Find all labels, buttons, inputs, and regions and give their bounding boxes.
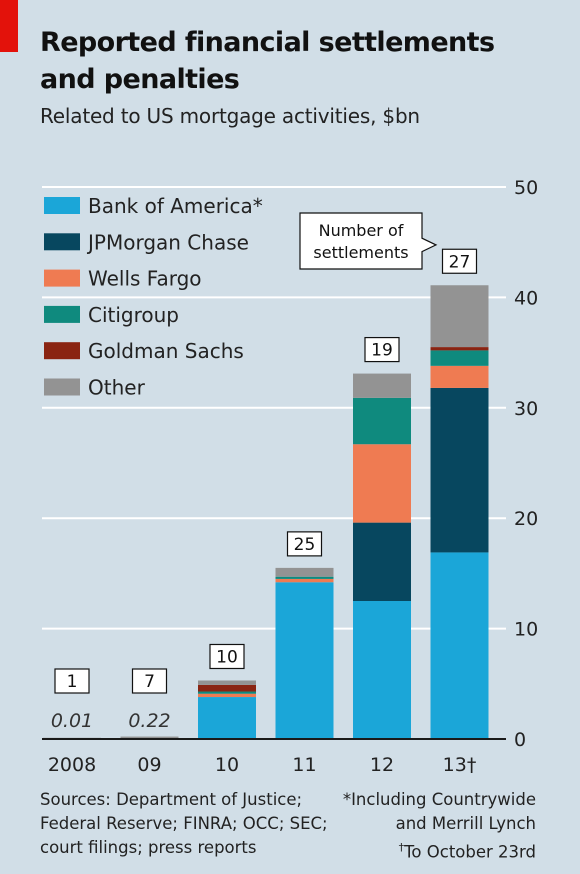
bar-segment xyxy=(275,567,334,577)
legend-swatch xyxy=(44,197,80,214)
bar-segment xyxy=(198,693,256,698)
callout-text: Number of xyxy=(319,221,404,240)
bar-segment xyxy=(430,350,489,366)
sources-line: court filings; press reports xyxy=(40,838,257,857)
bar-segment xyxy=(353,444,411,523)
x-tick-label: 09 xyxy=(137,754,161,776)
x-tick-label: 2008 xyxy=(48,754,96,776)
y-tick-label: 50 xyxy=(514,177,538,199)
settlement-count-label: 1 xyxy=(67,672,78,692)
legend-swatch xyxy=(44,233,80,251)
chart-title: Reported financial settlements and penal… xyxy=(40,24,560,98)
bar-segment xyxy=(353,522,411,601)
legend-swatch xyxy=(44,342,80,360)
sources-line: Federal Reserve; FINRA; OCC; SEC; xyxy=(40,814,328,833)
settlement-count-label: 7 xyxy=(144,672,155,692)
bar-segment xyxy=(275,576,334,579)
legend-swatch xyxy=(44,269,80,287)
chart-title-line-1: Reported financial settlements xyxy=(40,27,495,58)
legend-swatch xyxy=(44,378,80,396)
bar-segment xyxy=(275,582,334,739)
settlement-count-label: 25 xyxy=(294,535,316,555)
footnote-line: and Merrill Lynch xyxy=(395,814,536,833)
bar-segment xyxy=(353,373,411,398)
settlement-count-box xyxy=(131,668,168,694)
bar-segment xyxy=(275,578,334,583)
legend-label: Goldman Sachs xyxy=(88,339,244,363)
footnotes: *Including Countrywide and Merrill Lynch… xyxy=(343,788,536,865)
callout-text: settlements xyxy=(313,243,408,262)
x-tick-label: 12 xyxy=(370,754,394,776)
y-tick-label: 40 xyxy=(514,287,538,309)
settlement-count-box xyxy=(286,531,323,557)
x-tick-label: 13† xyxy=(443,754,477,776)
sources-note: Sources: Department of Justice; Federal … xyxy=(40,788,328,860)
y-tick-label: 20 xyxy=(514,508,538,530)
y-tick-label: 0 xyxy=(514,729,526,751)
y-tick-label: 10 xyxy=(514,619,538,641)
callout-box xyxy=(299,212,438,270)
bar-segment xyxy=(430,285,489,348)
y-tick-label: 30 xyxy=(514,398,538,420)
chart-title-line-2: and penalties xyxy=(40,64,240,95)
bar-segment xyxy=(353,601,411,739)
footnote-line: *Including Countrywide xyxy=(342,790,536,809)
legend-label: Wells Fargo xyxy=(88,267,202,291)
sources-line: Sources: Department of Justice; xyxy=(40,790,303,809)
settlement-count-label: 19 xyxy=(371,341,393,361)
bar-segment xyxy=(120,736,179,739)
bar-segment xyxy=(430,552,489,739)
legend-label: Other xyxy=(88,376,146,400)
settlement-count-label: 10 xyxy=(216,647,238,667)
settlement-count-box xyxy=(364,336,400,363)
stacked-bar-chart: 0 10 20 30 40 50 2008 0.01 1 09 0.22 7 10 10 11 25 12 19 1… xyxy=(42,177,538,776)
footnote-text: To October 23rd xyxy=(404,842,536,862)
bar-segment xyxy=(198,680,256,685)
bar-segment xyxy=(430,387,489,553)
legend-swatch xyxy=(44,305,80,323)
brand-red-tag xyxy=(0,0,18,52)
settlement-count-box xyxy=(209,643,245,670)
dagger-mark: † xyxy=(398,841,405,854)
bar-segment xyxy=(198,697,256,739)
settlement-count-box xyxy=(441,248,478,274)
legend-label: Citigroup xyxy=(88,303,179,327)
chart-subtitle: Related to US mortgage activities, $bn xyxy=(40,104,420,128)
bar-segment xyxy=(430,365,489,388)
data-label: 0.01 xyxy=(51,710,93,732)
bar-segment xyxy=(430,347,489,351)
x-tick-label: 10 xyxy=(215,754,239,776)
bar-segment xyxy=(198,684,256,692)
footnote-line: †To October 23rd xyxy=(343,836,536,865)
legend-label: Bank of America* xyxy=(88,194,263,218)
settlement-count-box xyxy=(54,668,90,694)
settlement-count-label: 27 xyxy=(449,252,471,272)
data-label: 0.22 xyxy=(128,710,170,732)
bar-segment xyxy=(353,397,411,445)
x-tick-label: 11 xyxy=(292,754,316,776)
legend-label: JPMorgan Chase xyxy=(86,230,249,254)
bar-segment xyxy=(198,691,256,694)
